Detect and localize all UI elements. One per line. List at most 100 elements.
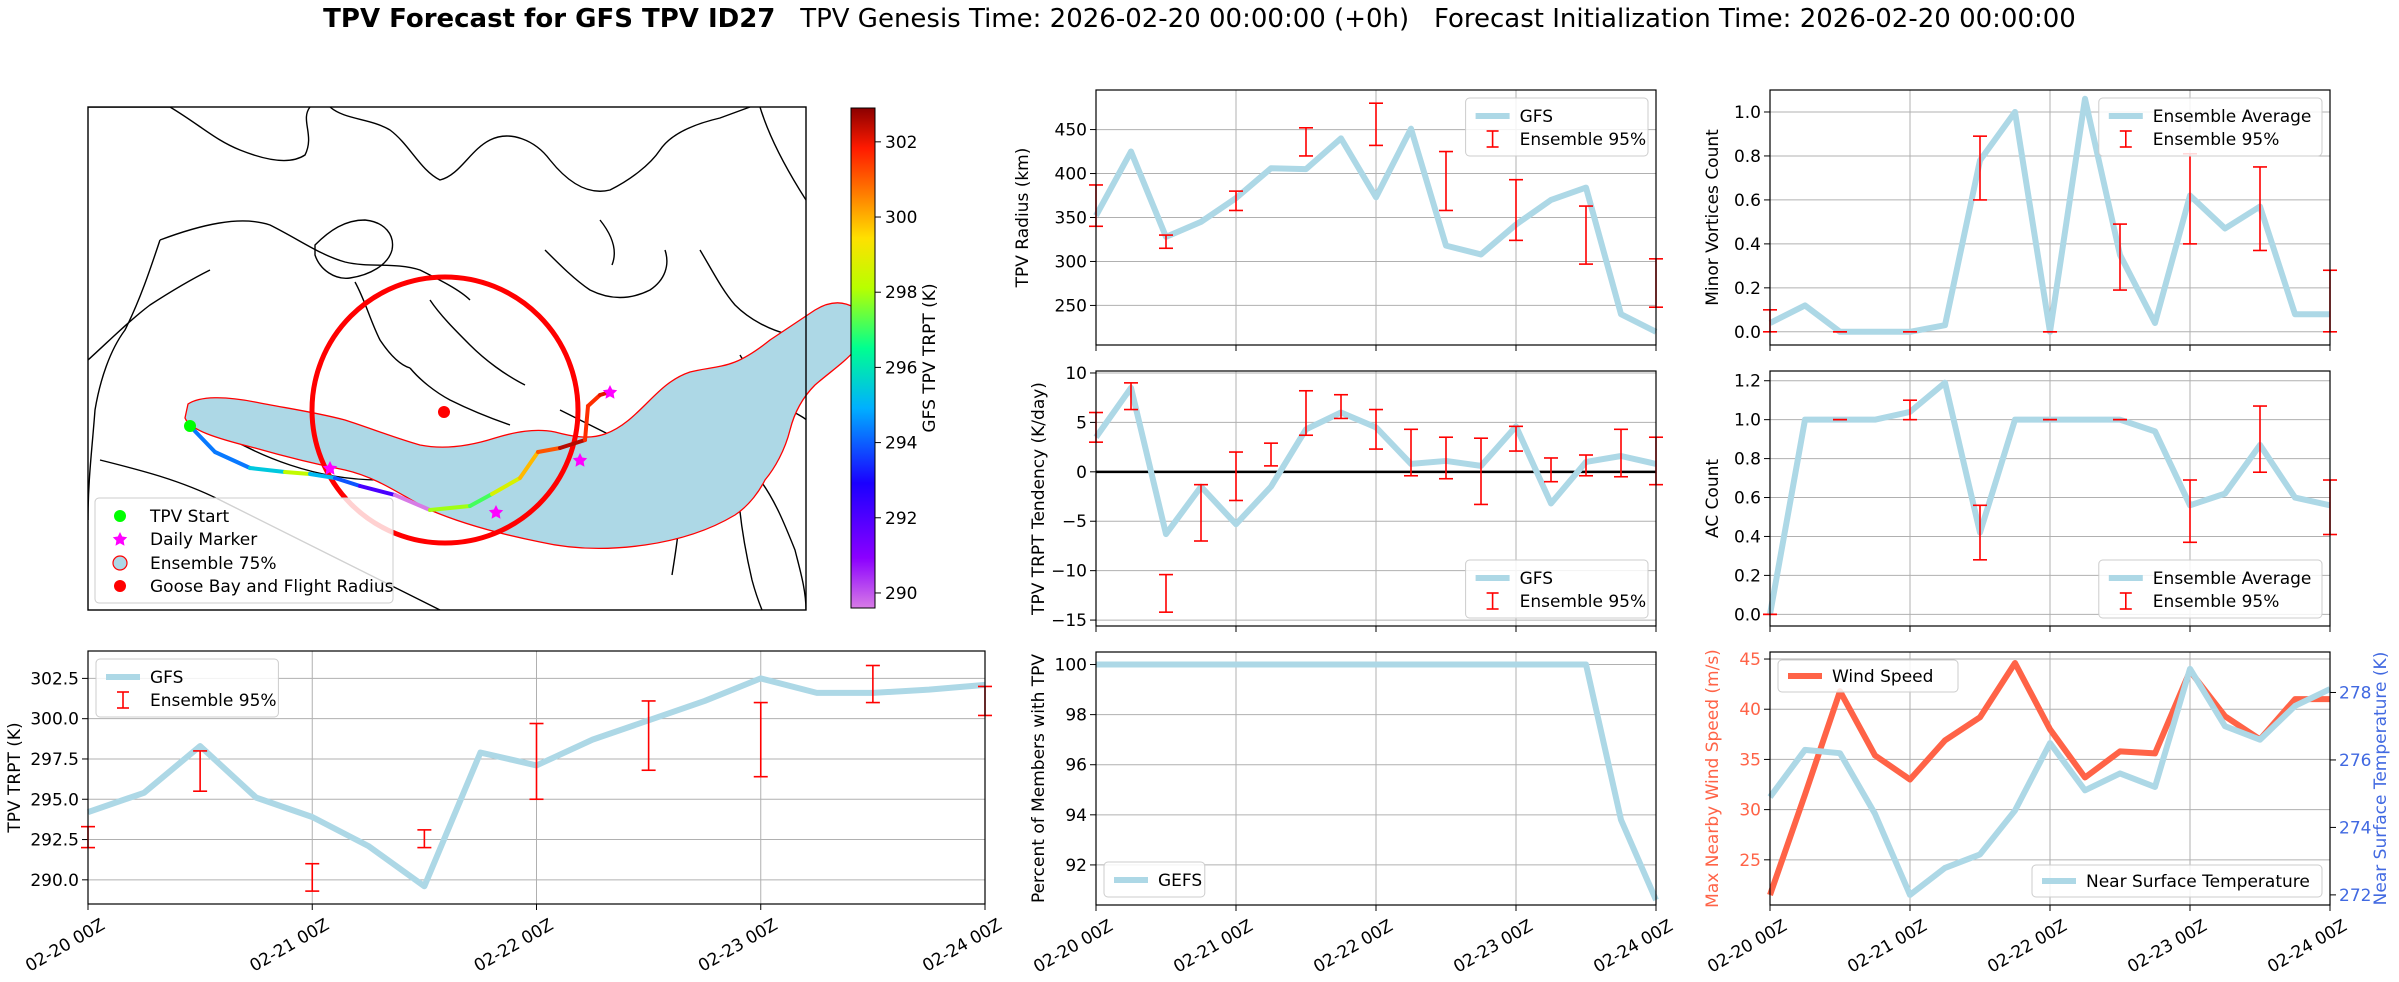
colorbar: 290 292 294 296 298 300 302 GFS TPV TRPT (K) (850, 107, 940, 609)
colorbar-tick-label: 292 (885, 509, 917, 529)
colorbar-tick-label: 298 (885, 283, 917, 303)
y-axis-label: TPV Radius (km) (1013, 148, 1033, 289)
legend-box (1465, 97, 1649, 157)
daily-marker (602, 385, 618, 399)
x-tick-label: 02-21 00Z (1844, 916, 1930, 977)
error-bar (193, 750, 208, 792)
error-bar (1474, 437, 1488, 506)
error-bar (1544, 457, 1558, 483)
legend-goose-icon (114, 580, 126, 592)
track-segment (428, 504, 472, 512)
x-tick-label: 02-20 00Z (1704, 916, 1790, 977)
legend: Ensemble Average Ensemble 95% (2098, 97, 2323, 157)
chart-trpt: 290.0 292.5 295.0 297.5 300.0 302.5 TPV TRPT (… (5, 650, 1006, 976)
x-tick-label: 02-24 00Z (1590, 916, 1676, 977)
track-segment (248, 466, 287, 474)
y-axis-label: Max Nearby Wind Speed (m/s) (1703, 649, 1723, 908)
y-tick-label: 5 (1076, 413, 1087, 433)
legend-ensemble-label: Ensemble 75% (150, 554, 277, 574)
y-axis-label-right: Near Surface Temperature (K) (2371, 652, 2391, 906)
colorbar-tick-label: 300 (885, 208, 917, 228)
colorbar-tick-label: 290 (885, 584, 917, 604)
y-tick-label: 300 (1055, 252, 1087, 272)
series-line-wind-speed (1767, 660, 2330, 896)
map-panel: TPV Start Daily Marker Ensemble 75% Goos… (87, 106, 940, 611)
chart-minor: 0.0 0.2 0.4 0.6 0.8 1.0 Minor Vortices Count En… (1703, 89, 2337, 351)
error-bar (2253, 405, 2267, 474)
y-tick-label: 350 (1055, 209, 1087, 229)
y-tick-label: 40 (1739, 700, 1761, 720)
figure-title: TPV Forecast for GFS TPV ID27 TPV Genesi… (0, 4, 2399, 34)
plot-frame (1095, 370, 1657, 627)
y-axis-label: Percent of Members with TPV (1029, 654, 1049, 903)
error-bar (1369, 408, 1383, 450)
y-tick-label: 0.0 (1734, 605, 1761, 625)
error-bar (1124, 382, 1138, 411)
y-tick-label: 10 (1065, 364, 1087, 384)
error-bar (1264, 442, 1278, 467)
x-tick-label: 02-20 00Z (22, 915, 108, 976)
track-segment (468, 492, 494, 508)
y-tick-label: 1.0 (1734, 103, 1761, 123)
x-tick-label: 02-21 00Z (246, 915, 332, 976)
error-bar (2253, 166, 2267, 252)
y-tick-label-right: 278 (2339, 683, 2371, 703)
x-tick-label: 02-23 00Z (1450, 916, 1536, 977)
y-tick-label: −10 (1051, 562, 1087, 582)
y-tick-label-right: 272 (2339, 886, 2371, 906)
error-bar (1903, 399, 1917, 421)
error-bar (1194, 483, 1208, 542)
legend-label: GFS (1520, 569, 1553, 589)
daily-markers (322, 385, 618, 519)
error-bar (1579, 205, 1593, 265)
error-bar (1299, 127, 1313, 157)
track-segment (536, 446, 562, 454)
series-line-near-surface-temperature (1767, 665, 2332, 898)
error-bar (1973, 135, 1987, 201)
plot-frame (87, 650, 986, 905)
y-tick-label: 400 (1055, 165, 1087, 185)
y-axis-label: TPV TRPT Tendency (K/day) (1029, 382, 1049, 616)
chart-radius: 250 300 350 400 450 TPV Radius (km) GFS Ensembl… (1013, 89, 1663, 351)
map-legend: TPV Start Daily Marker Ensemble 75% Goos… (94, 497, 394, 604)
error-bar (2113, 223, 2127, 291)
map-legend-box (94, 497, 394, 604)
y-tick-label: 0.8 (1734, 147, 1761, 167)
legend-label: Ensemble 95% (150, 691, 277, 711)
error-bar (417, 829, 432, 849)
colorbar-tick-label: 294 (885, 434, 917, 454)
y-axis-label: Minor Vortices Count (1703, 129, 1723, 306)
tpv-start-marker (184, 420, 196, 432)
legend-label: GFS (150, 668, 183, 688)
y-tick-label: 300.0 (30, 710, 79, 730)
track-segment (188, 424, 217, 454)
legend-star-icon (112, 532, 128, 546)
error-bar (1509, 178, 1523, 242)
daily-marker (488, 505, 504, 519)
error-bar (865, 664, 880, 704)
error-bar (1229, 190, 1243, 212)
x-tick-label: 02-22 00Z (1310, 916, 1396, 977)
error-bar (1439, 150, 1453, 212)
legend-label: Ensemble Average (2153, 107, 2312, 127)
y-tick-label: 0.6 (1734, 489, 1761, 509)
y-tick-label-right: 276 (2339, 751, 2371, 771)
y-tick-label: 302.5 (30, 669, 79, 689)
y-tick-label: 250 (1055, 296, 1087, 316)
y-tick-label-right: 274 (2339, 818, 2371, 838)
legend: Wind Speed (1777, 659, 1959, 693)
legend-box (2098, 559, 2323, 619)
legend-start-icon (114, 510, 126, 522)
error-bar (2183, 479, 2197, 544)
track-segment (586, 393, 602, 408)
y-tick-label: 0.4 (1734, 527, 1761, 547)
track-segment (490, 476, 522, 496)
y-tick-label: 92 (1065, 856, 1087, 876)
legend-ensemble-icon (112, 555, 128, 571)
legend: GFS Ensemble 95% (95, 658, 279, 718)
y-tick-label: 295.0 (30, 790, 79, 810)
plot-frame (1095, 651, 1657, 906)
legend: Near Surface Temperature (2031, 864, 2323, 898)
colorbar-tick-label: 302 (885, 133, 917, 153)
